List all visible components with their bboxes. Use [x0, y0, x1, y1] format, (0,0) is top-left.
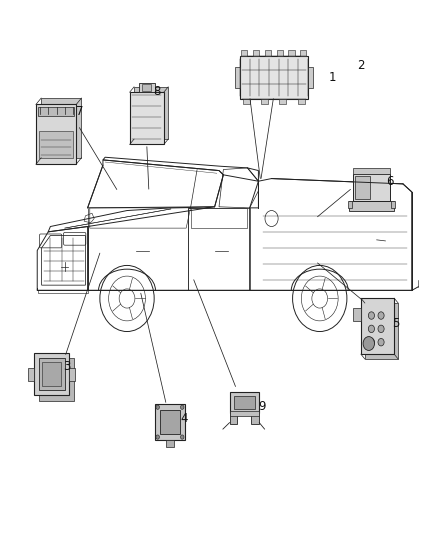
Bar — [28, 368, 34, 381]
Text: 2: 2 — [357, 59, 365, 72]
Text: 6: 6 — [386, 175, 394, 188]
FancyBboxPatch shape — [265, 50, 271, 56]
Polygon shape — [41, 98, 81, 158]
FancyBboxPatch shape — [288, 50, 294, 56]
Polygon shape — [130, 92, 164, 144]
Circle shape — [180, 405, 184, 409]
Bar — [230, 411, 259, 416]
Bar — [307, 67, 313, 88]
Text: 1: 1 — [329, 71, 337, 84]
Bar — [350, 201, 393, 211]
Text: 5: 5 — [392, 317, 399, 330]
Text: 8: 8 — [153, 85, 160, 98]
Bar — [39, 358, 65, 390]
Bar — [234, 396, 255, 409]
Polygon shape — [240, 56, 307, 99]
FancyBboxPatch shape — [277, 50, 283, 56]
Bar — [230, 392, 259, 413]
Circle shape — [180, 435, 184, 439]
FancyBboxPatch shape — [300, 50, 307, 56]
Bar — [69, 368, 75, 381]
Bar — [251, 412, 259, 424]
Circle shape — [363, 337, 374, 351]
Circle shape — [378, 338, 384, 346]
Bar — [391, 201, 395, 208]
Circle shape — [378, 312, 384, 319]
FancyBboxPatch shape — [279, 99, 286, 104]
Bar — [39, 131, 73, 158]
Polygon shape — [134, 87, 168, 139]
FancyBboxPatch shape — [297, 99, 305, 104]
Circle shape — [368, 325, 374, 333]
Polygon shape — [361, 298, 394, 354]
Bar — [160, 410, 180, 434]
Text: 4: 4 — [180, 412, 188, 425]
Bar — [348, 201, 352, 208]
Polygon shape — [36, 104, 76, 164]
Bar — [353, 308, 361, 321]
Bar — [234, 67, 240, 88]
Bar — [155, 404, 185, 440]
Bar — [142, 84, 151, 91]
Bar — [38, 107, 74, 116]
Circle shape — [368, 338, 374, 346]
Bar — [230, 412, 237, 424]
FancyBboxPatch shape — [241, 50, 247, 56]
FancyBboxPatch shape — [243, 99, 250, 104]
Circle shape — [368, 312, 374, 319]
Bar — [139, 83, 155, 92]
Bar — [355, 176, 370, 199]
Bar — [39, 358, 74, 401]
Text: 3: 3 — [63, 360, 70, 373]
Circle shape — [156, 435, 159, 439]
Text: 7: 7 — [76, 106, 84, 118]
Bar — [166, 440, 174, 447]
FancyBboxPatch shape — [253, 50, 259, 56]
Bar — [42, 362, 61, 386]
Bar — [353, 168, 390, 174]
FancyBboxPatch shape — [261, 99, 268, 104]
Bar — [353, 174, 390, 201]
Circle shape — [156, 405, 159, 409]
Text: 9: 9 — [258, 400, 266, 413]
Circle shape — [378, 325, 384, 333]
Polygon shape — [365, 303, 398, 359]
Bar — [34, 353, 69, 395]
